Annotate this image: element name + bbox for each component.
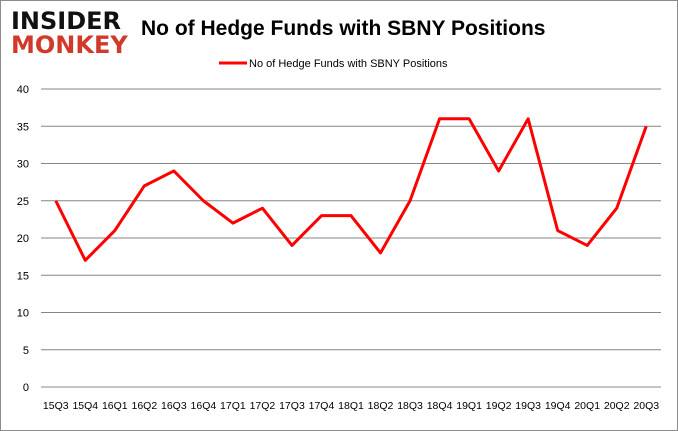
y-tick-label: 25 — [17, 196, 29, 208]
x-tick-label: 16Q4 — [191, 400, 217, 412]
x-tick-label: 17Q1 — [220, 400, 246, 412]
x-tick-label: 19Q2 — [486, 400, 512, 412]
insider-monkey-logo: INSIDER MONKEY — [11, 9, 128, 57]
x-tick-label: 18Q4 — [427, 400, 453, 412]
y-tick-label: 40 — [17, 84, 29, 96]
x-tick-label: 20Q2 — [604, 400, 630, 412]
y-tick-label: 30 — [17, 159, 29, 171]
y-tick-label: 35 — [17, 121, 29, 133]
y-tick-label: 5 — [23, 345, 29, 357]
x-tick-label: 20Q1 — [574, 400, 600, 412]
x-tick-label: 16Q1 — [102, 400, 128, 412]
x-tick-label: 18Q2 — [368, 400, 394, 412]
series-line — [54, 117, 648, 262]
x-tick-label: 18Q3 — [397, 400, 423, 412]
x-tick-label: 15Q3 — [43, 400, 69, 412]
x-tick-label: 17Q3 — [279, 400, 305, 412]
legend-label: No of Hedge Funds with SBNY Positions — [249, 58, 448, 70]
x-tick-label: 15Q4 — [72, 400, 98, 412]
x-tick-label: 20Q3 — [633, 400, 659, 412]
y-tick-label: 20 — [17, 233, 29, 245]
x-tick-label: 19Q1 — [456, 400, 482, 412]
x-tick-label: 17Q4 — [309, 400, 335, 412]
x-tick-label: 16Q3 — [161, 400, 187, 412]
y-tick-label: 0 — [23, 382, 29, 394]
x-tick-label: 17Q2 — [250, 400, 276, 412]
x-tick-label: 19Q3 — [515, 400, 541, 412]
chart-title: No of Hedge Funds with SBNY Positions — [141, 17, 546, 40]
y-tick-label: 10 — [17, 308, 29, 320]
y-tick-label: 15 — [17, 270, 29, 282]
x-tick-label: 19Q4 — [545, 400, 571, 412]
logo-line1: INSIDER — [11, 7, 122, 35]
x-tick-label: 16Q2 — [131, 400, 157, 412]
logo-line2: MONKEY — [11, 31, 128, 59]
x-tick-label: 18Q1 — [338, 400, 364, 412]
